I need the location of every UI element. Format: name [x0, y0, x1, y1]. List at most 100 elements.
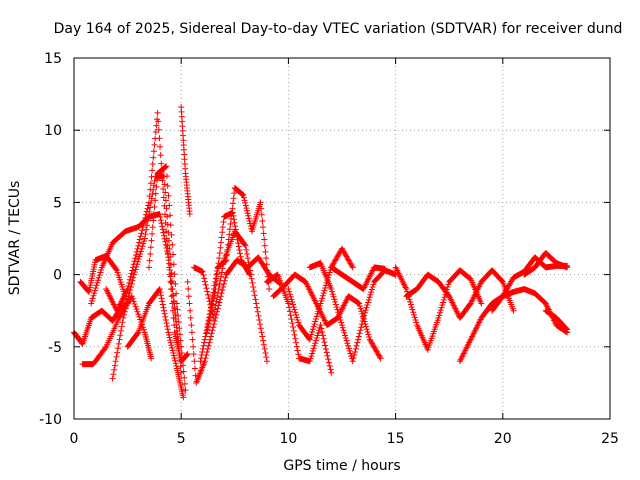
data-point	[172, 360, 179, 367]
data-point	[338, 319, 345, 326]
data-point	[160, 194, 167, 201]
data-point	[439, 302, 446, 309]
data-point	[264, 267, 271, 274]
data-point	[349, 264, 356, 271]
data-point	[352, 348, 359, 355]
data-point	[241, 241, 248, 248]
data-point	[291, 306, 298, 313]
data-point	[510, 307, 517, 314]
data-point	[231, 190, 238, 197]
data-point	[230, 212, 237, 219]
data-point	[287, 293, 294, 300]
data-point	[191, 365, 198, 372]
data-point	[118, 323, 125, 330]
data-point	[316, 305, 323, 312]
data-point	[411, 314, 418, 321]
data-point	[234, 236, 241, 243]
data-point	[216, 249, 223, 256]
data-point	[245, 215, 252, 222]
data-point	[235, 240, 242, 247]
data-point	[200, 342, 207, 349]
data-point	[259, 333, 266, 340]
data-point	[161, 181, 168, 188]
data-point	[150, 217, 157, 224]
data-point	[340, 327, 347, 334]
data-point	[206, 313, 213, 320]
data-point	[160, 185, 167, 192]
data-point	[167, 337, 174, 344]
data-point	[208, 304, 215, 311]
data-point	[310, 345, 317, 352]
data-point	[361, 309, 368, 316]
data-point	[167, 222, 174, 229]
data-point	[213, 280, 220, 287]
data-point	[146, 208, 153, 215]
data-point	[243, 246, 250, 253]
data-point	[156, 210, 163, 217]
data-point	[163, 320, 170, 327]
data-point	[129, 295, 136, 302]
data-point	[257, 325, 264, 332]
data-point	[293, 343, 300, 350]
data-point	[198, 355, 205, 362]
data-point	[124, 286, 131, 293]
y-tick-label: 0	[53, 268, 62, 284]
data-point	[358, 324, 365, 331]
data-point	[328, 369, 335, 376]
data-point	[135, 242, 142, 249]
data-point	[120, 314, 127, 321]
data-point	[218, 273, 225, 280]
data-point	[161, 310, 168, 317]
series-track-8	[146, 163, 189, 394]
data-point	[319, 292, 326, 299]
data-point	[214, 265, 221, 272]
series-track-9	[178, 104, 193, 217]
data-point	[361, 312, 368, 319]
data-point	[96, 272, 103, 279]
data-point	[369, 283, 376, 290]
data-point	[111, 366, 118, 373]
data-point	[161, 164, 168, 171]
data-point	[128, 270, 135, 277]
data-point	[243, 205, 250, 212]
data-point	[145, 213, 152, 220]
data-point	[316, 303, 323, 310]
data-point	[290, 304, 297, 311]
data-point	[225, 236, 232, 243]
data-point	[216, 281, 223, 288]
data-point	[436, 312, 443, 319]
data-point	[111, 362, 118, 369]
data-point	[261, 236, 268, 243]
data-point	[285, 286, 292, 293]
data-point	[164, 182, 171, 189]
data-point	[178, 349, 185, 356]
data-point	[258, 205, 265, 212]
data-point	[206, 316, 213, 323]
data-point	[205, 291, 211, 298]
data-point	[212, 275, 219, 282]
data-point	[360, 314, 367, 321]
data-point	[254, 308, 261, 315]
data-point	[368, 286, 375, 293]
data-point	[149, 167, 156, 174]
data-point	[219, 224, 226, 231]
data-point	[141, 235, 148, 242]
data-point	[260, 341, 267, 348]
data-point	[216, 299, 223, 306]
data-point	[256, 316, 263, 323]
data-point	[152, 190, 159, 197]
data-point	[147, 180, 154, 187]
data-point	[342, 335, 349, 342]
data-point	[165, 257, 172, 264]
data-point	[240, 192, 247, 199]
data-point	[172, 315, 179, 322]
data-point	[290, 327, 297, 334]
data-point	[322, 285, 329, 292]
data-point	[124, 296, 131, 303]
data-point	[407, 298, 414, 305]
data-point	[315, 329, 322, 336]
data-point	[90, 292, 97, 299]
data-point	[150, 210, 157, 217]
data-point	[173, 300, 180, 307]
data-point	[172, 309, 179, 316]
